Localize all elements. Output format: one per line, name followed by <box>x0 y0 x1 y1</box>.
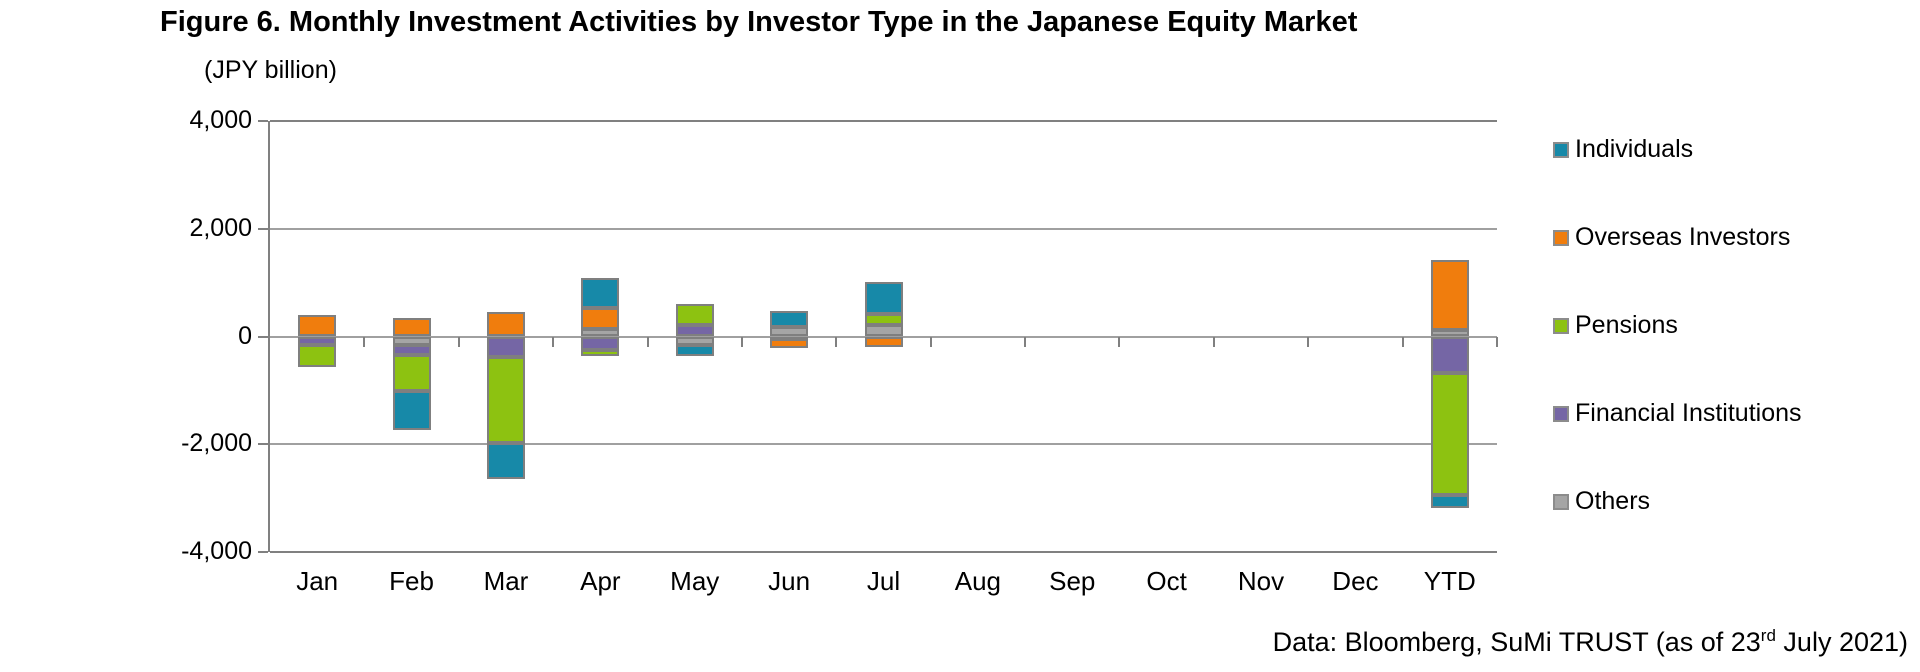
x-category-label-dec: Dec <box>1332 566 1379 596</box>
legend-label: Overseas Investors <box>1575 223 1791 251</box>
y-tick-label-4000: 4,000 <box>189 106 252 134</box>
x-axis-tick <box>929 336 932 347</box>
gridline--2000 <box>270 443 1497 446</box>
bar-segment-mar-individuals <box>486 443 525 479</box>
bar-segment-may-pensions <box>675 303 714 325</box>
plot-area <box>258 120 1498 553</box>
x-axis-tick <box>646 336 649 347</box>
x-axis-tick <box>1401 336 1404 347</box>
bar-segment-apr-financial-institutions <box>581 336 620 350</box>
x-category-label-nov: Nov <box>1237 566 1285 596</box>
bar-segment-jun-individuals <box>770 310 809 327</box>
bar-segment-mar-financial-institutions <box>486 336 525 357</box>
y-axis-line <box>268 121 270 552</box>
x-category-label-jul: Jul <box>866 566 901 596</box>
x-category-label-oct: Oct <box>1146 566 1187 596</box>
bar-segment-jul-individuals <box>864 282 903 314</box>
bar-segment-apr-overseas-investors <box>581 308 620 330</box>
legend-label: Financial Institutions <box>1575 399 1802 427</box>
x-category-label-jun: Jun <box>768 566 811 596</box>
gridline-4000 <box>270 120 1497 122</box>
y-tick-label--4000: -4,000 <box>181 537 252 565</box>
x-axis-tick <box>1118 336 1121 347</box>
bar-segment-ytd-overseas-investors <box>1430 259 1469 331</box>
data-source-note: Data: Bloomberg, SuMi TRUST (as of 23rd … <box>1273 626 1908 658</box>
x-axis-tick <box>835 336 838 347</box>
chart-title: Figure 6. Monthly Investment Activities … <box>160 6 1358 38</box>
bar-segment-may-individuals <box>675 344 714 357</box>
x-axis-tick <box>1212 336 1215 347</box>
bar-segment-ytd-pensions <box>1430 373 1469 496</box>
bar-segment-jan-pensions <box>298 345 337 367</box>
x-axis-tick <box>1307 336 1310 347</box>
legend-swatch-icon <box>1553 141 1569 158</box>
bar-segment-apr-others <box>581 329 620 337</box>
y-axis-tick <box>258 551 268 553</box>
y-tick-label--2000: -2,000 <box>181 429 252 458</box>
y-tick-label-2000: 2,000 <box>189 213 252 242</box>
y-axis-tick <box>258 120 268 122</box>
legend-item-individuals: Individuals <box>1553 135 1693 164</box>
legend-item-others: Others <box>1553 487 1650 516</box>
bar-segment-mar-overseas-investors <box>486 312 525 337</box>
bar-segment-feb-others <box>392 336 431 345</box>
bar-segment-jul-overseas-investors <box>864 336 903 347</box>
bar-segment-feb-pensions <box>392 354 431 391</box>
source-text-suffix: July 2021) <box>1775 627 1908 657</box>
bar-segment-jan-overseas-investors <box>298 315 337 337</box>
bar-segment-jul-pensions <box>864 313 903 325</box>
x-axis-tick <box>457 336 460 347</box>
x-axis-tick <box>1496 336 1498 347</box>
bar-segment-ytd-others <box>1430 330 1469 337</box>
y-axis-tick <box>258 443 268 446</box>
y-axis-tick <box>258 335 268 338</box>
bar-segment-jul-others <box>864 324 903 337</box>
y-tick-label-0: 0 <box>238 321 252 350</box>
legend-item-financial-institutions: Financial Institutions <box>1553 399 1802 428</box>
legend-label: Others <box>1575 487 1651 515</box>
legend-item-pensions: Pensions <box>1553 311 1678 340</box>
x-category-label-ytd: YTD <box>1423 566 1476 596</box>
x-category-label-jan: Jan <box>296 566 339 596</box>
legend-swatch-icon <box>1553 317 1569 334</box>
bar-segment-apr-individuals <box>581 277 620 309</box>
legend-label: Pensions <box>1575 311 1678 339</box>
bar-segment-jun-others <box>770 326 809 337</box>
bar-segment-feb-financial-institutions <box>392 344 431 355</box>
gridline-2000 <box>270 227 1497 230</box>
bar-segment-may-others <box>675 336 714 345</box>
y-axis-unit-label: (JPY billion) <box>204 56 337 84</box>
bar-segment-ytd-individuals <box>1430 495 1469 508</box>
legend-swatch-icon <box>1553 405 1569 422</box>
x-category-label-may: May <box>670 566 720 596</box>
bar-segment-jan-financial-institutions <box>298 336 337 346</box>
y-axis-tick <box>258 227 268 230</box>
bar-segment-may-financial-institutions <box>675 324 714 337</box>
source-superscript: rd <box>1760 626 1776 645</box>
legend-item-overseas-investors: Overseas Investors <box>1553 223 1790 252</box>
x-category-label-mar: Mar <box>483 566 529 596</box>
x-category-label-apr: Apr <box>580 566 621 596</box>
source-text-prefix: Data: Bloomberg, SuMi TRUST (as of 23 <box>1272 627 1761 657</box>
bar-segment-feb-individuals <box>392 390 431 431</box>
bar-segment-apr-pensions <box>581 349 620 356</box>
x-category-label-aug: Aug <box>954 566 1001 596</box>
legend-swatch-icon <box>1553 229 1569 246</box>
x-axis-tick <box>363 336 366 347</box>
bar-segment-ytd-financial-institutions <box>1430 336 1469 374</box>
x-category-label-feb: Feb <box>389 566 434 596</box>
x-axis-tick <box>1024 336 1027 347</box>
bar-segment-jun-overseas-investors <box>770 338 809 349</box>
legend-label: Individuals <box>1575 135 1694 163</box>
x-axis-tick <box>552 336 555 347</box>
x-category-label-sep: Sep <box>1049 566 1096 596</box>
bar-segment-feb-overseas-investors <box>392 318 431 337</box>
bar-segment-mar-pensions <box>486 356 525 444</box>
legend-swatch-icon <box>1553 493 1569 510</box>
gridline--4000 <box>270 551 1497 553</box>
x-axis-tick <box>740 336 743 347</box>
